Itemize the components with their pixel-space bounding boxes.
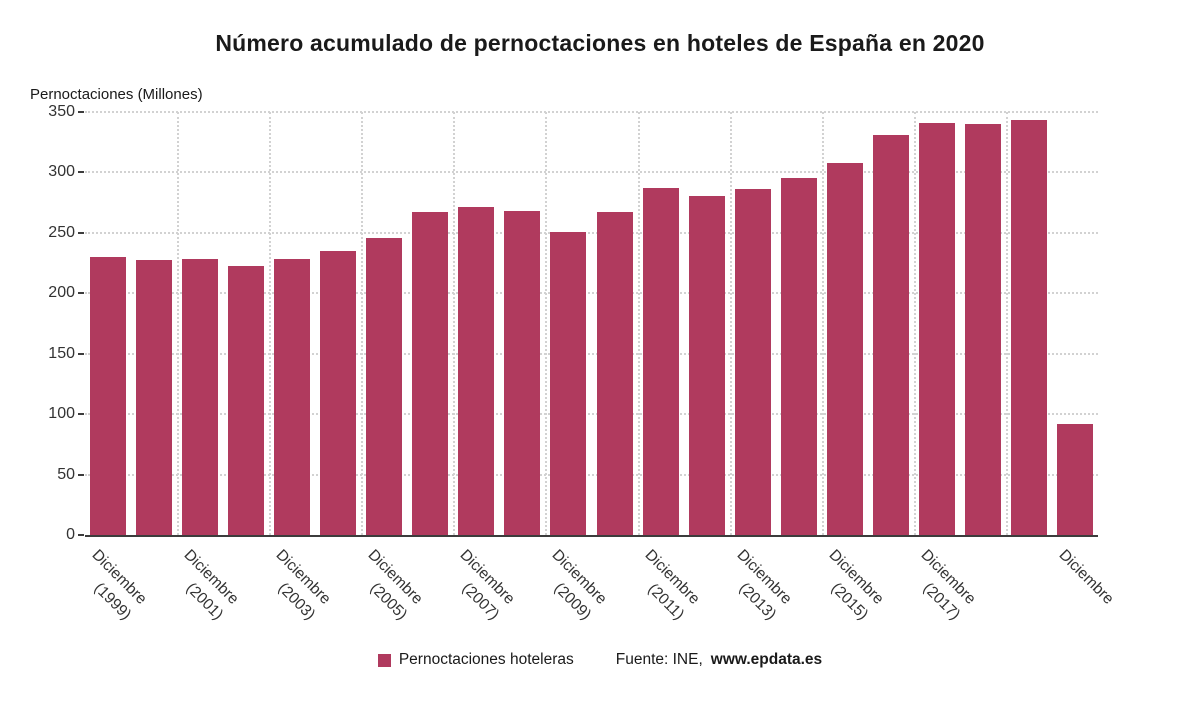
x-tick-label: Diciembre (1999) [88,546,150,624]
source-text: Fuente: INE, www.epdata.es [616,651,822,669]
legend: Pernoctaciones hoteleras Fuente: INE, ww… [0,651,1200,669]
bar [643,188,679,535]
gridline-vertical [914,112,916,535]
bar [781,178,817,535]
plot-area [85,111,1098,537]
gridline-vertical [269,112,271,535]
bar [597,212,633,535]
y-tick-mark [78,473,84,476]
gridline-vertical [177,112,179,535]
y-tick-label: 150 [48,344,75,362]
gridline-horizontal [85,171,1098,174]
y-tick-mark [78,534,84,536]
gridline-vertical [1006,112,1008,535]
bar [136,260,172,535]
y-tick-mark [78,292,84,295]
bar [412,212,448,535]
gridline-vertical [730,112,732,535]
x-tick-label: Diciembre [1055,546,1117,608]
gridline-horizontal [85,292,1098,295]
x-tick-label: Diciembre (2009) [548,546,610,624]
x-tick-label: Diciembre (2011) [641,546,703,624]
bar [689,195,725,535]
gridline-vertical [638,112,640,535]
y-tick-label: 200 [48,284,75,302]
source-prefix: Fuente: INE, [615,651,703,668]
gridline-horizontal [85,352,1098,355]
y-tick-mark [78,171,84,174]
y-tick-label: 100 [48,405,75,423]
bar [1057,424,1093,535]
y-tick-mark [78,413,84,416]
y-tick-label: 250 [48,223,75,241]
x-tick-label: Diciembre (2007) [456,546,518,624]
bar [274,259,310,535]
bar [90,256,126,535]
bar [182,258,218,535]
bar [550,231,586,535]
bar [504,210,540,535]
legend-swatch-icon [377,653,391,667]
y-tick-mark [78,352,84,355]
y-tick-label: 300 [48,163,75,181]
gridline-horizontal [85,413,1098,416]
y-tick-label: 350 [48,103,75,120]
gridline-vertical [453,112,455,535]
bar [228,265,264,535]
legend-series-label: Pernoctaciones hoteleras [398,651,574,668]
bar [919,123,955,535]
x-tick-label: Diciembre (2003) [272,546,334,624]
bar [458,206,494,535]
source-link[interactable]: www.epdata.es [710,651,823,668]
gridline-vertical [545,112,547,535]
gridline-vertical [361,112,363,535]
gridline-vertical [822,112,824,535]
x-tick-label: Diciembre (2005) [364,546,426,624]
bar [965,124,1001,535]
y-tick-mark [78,111,84,113]
gridline-horizontal [85,231,1098,234]
y-axis-label: Pernoctaciones (Millones) [30,86,203,103]
gridline-horizontal [85,111,1098,113]
bar [827,162,863,535]
bar [320,251,356,535]
bar [366,238,402,535]
legend-item: Pernoctaciones hoteleras [377,651,574,669]
gridline-horizontal [85,473,1098,476]
y-tick-mark [78,231,84,234]
x-tick-label: Diciembre (2017) [917,546,979,624]
x-tick-label: Diciembre (2015) [825,546,887,624]
bar [1011,120,1047,535]
chart-title: Número acumulado de pernoctaciones en ho… [215,30,985,56]
x-tick-label: Diciembre (2001) [180,546,242,624]
x-tick-label: Diciembre (2013) [733,546,795,624]
bar [873,134,909,535]
y-tick-label: 0 [66,526,75,543]
y-tick-label: 50 [57,465,75,483]
bar [735,189,771,535]
